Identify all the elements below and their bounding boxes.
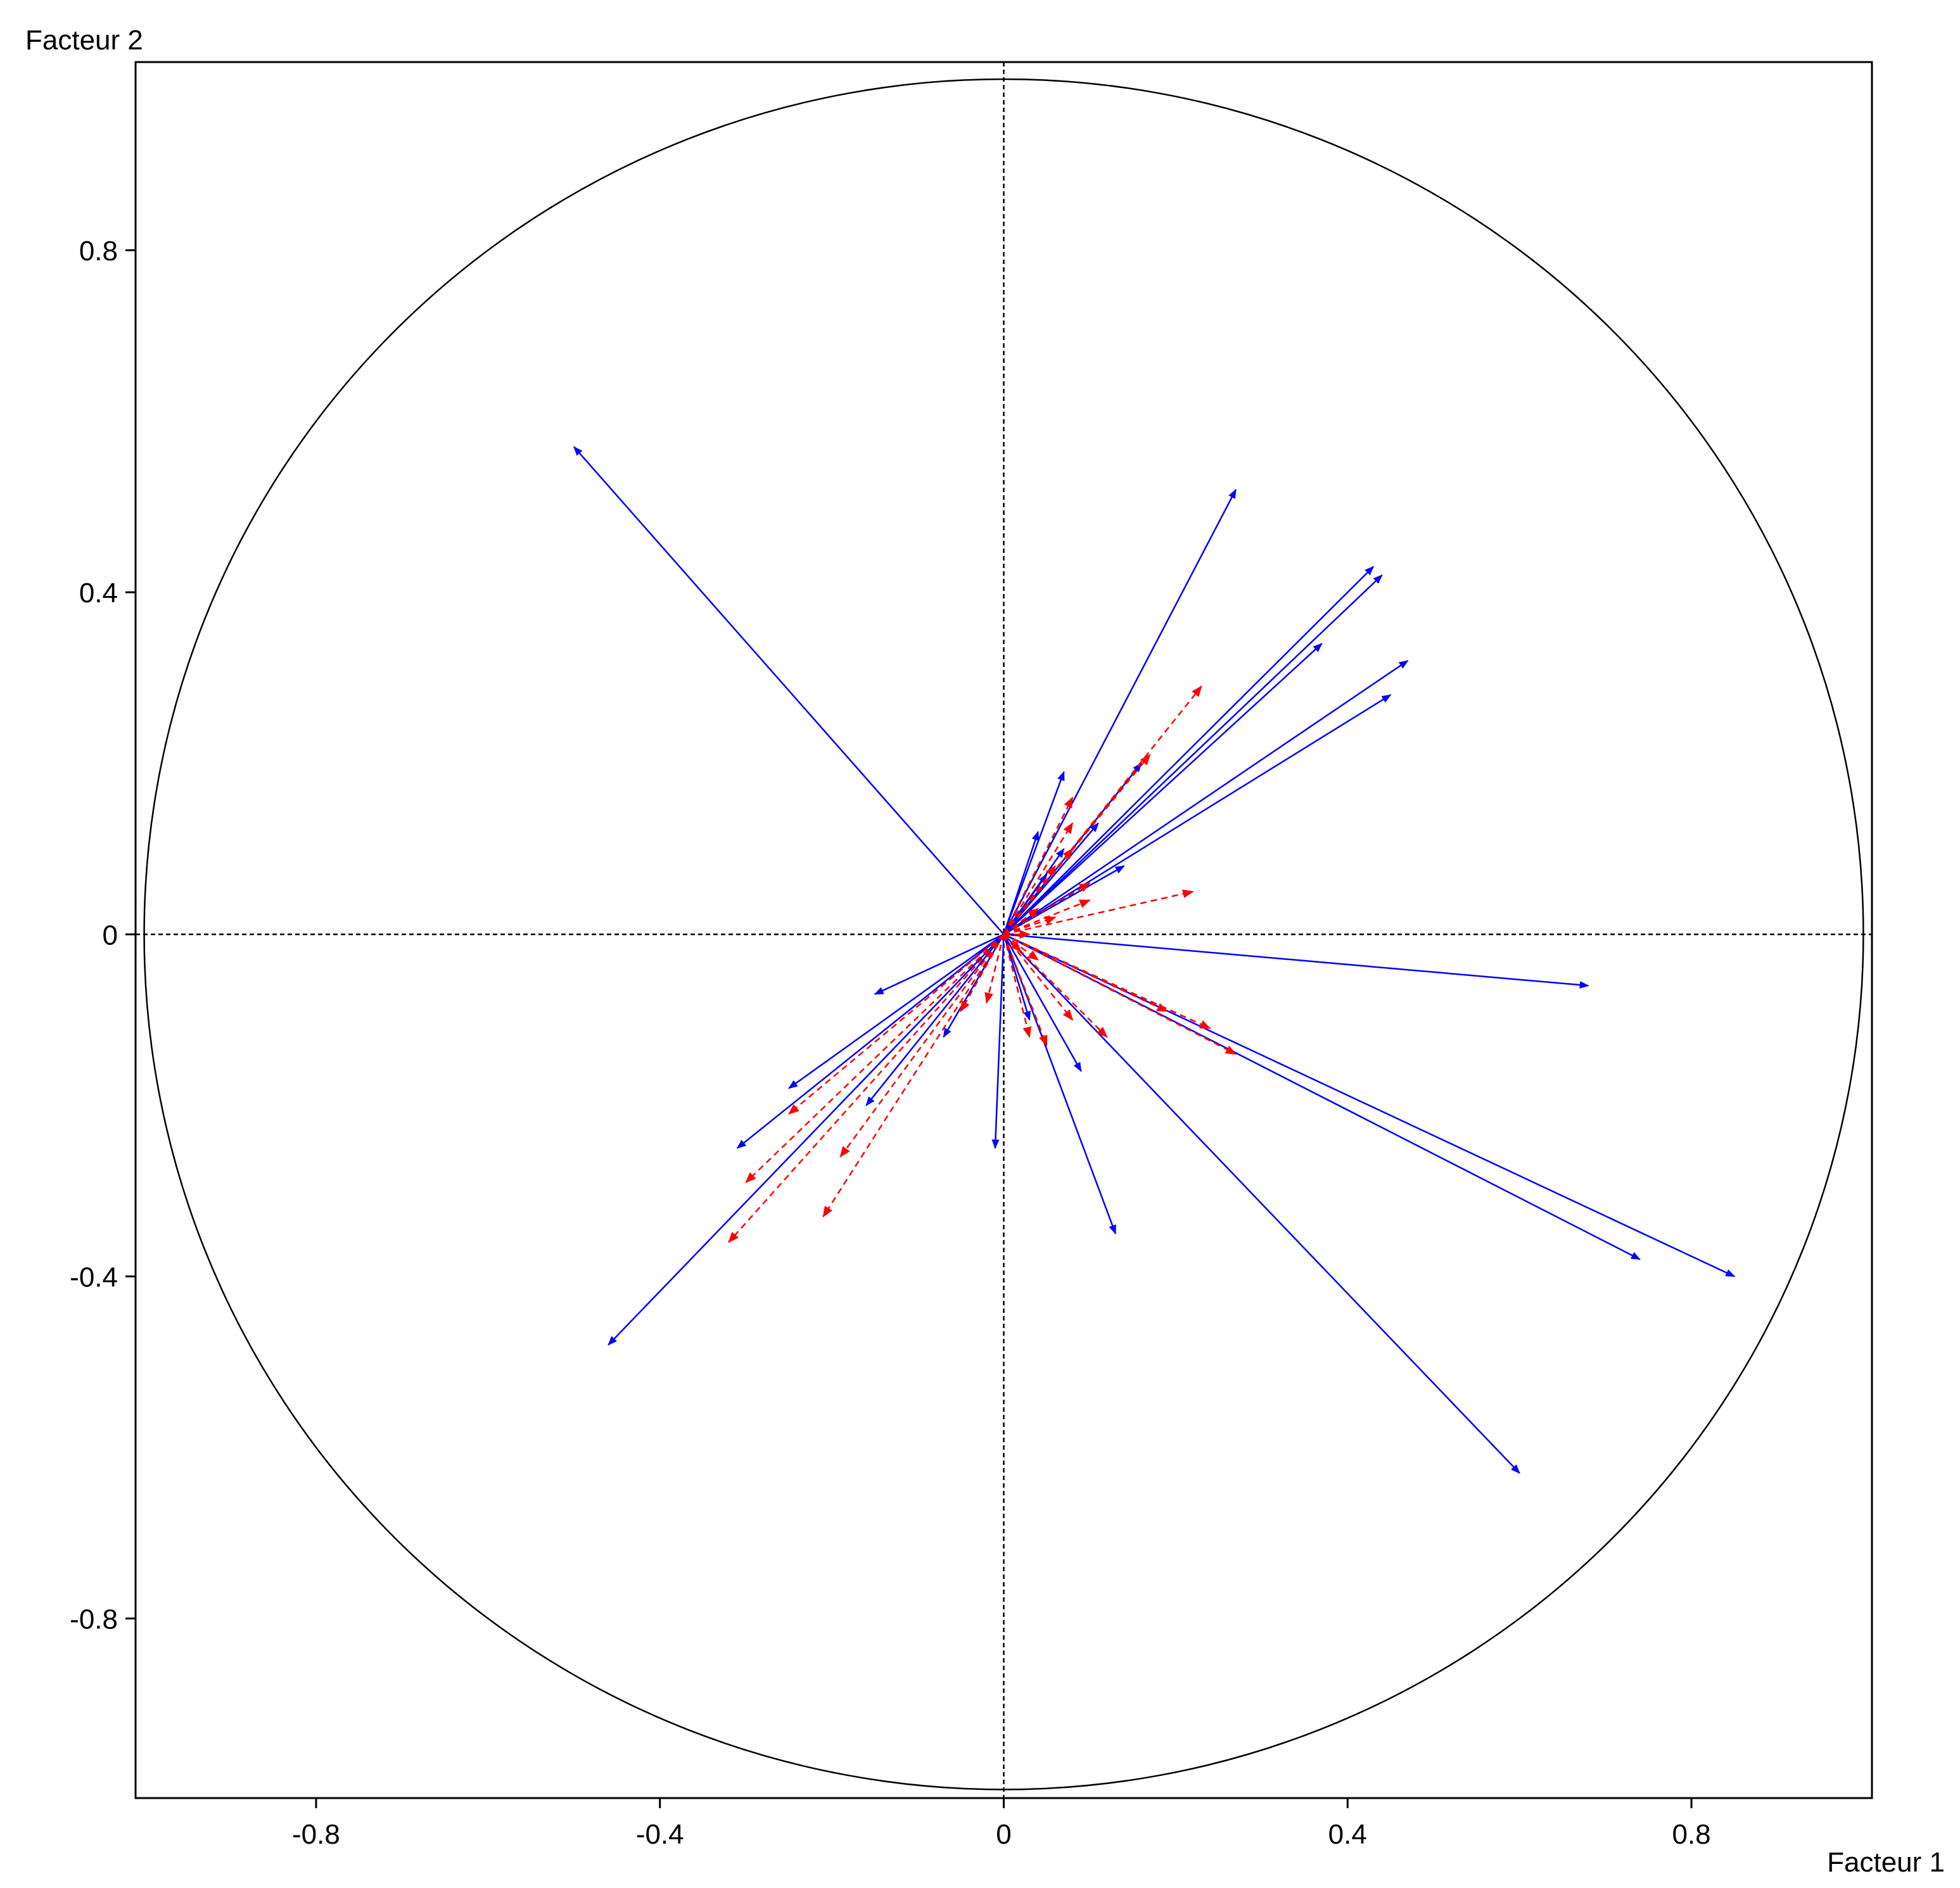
x-tick-label: 0.4 [1328, 1819, 1367, 1850]
supplementary-vector [728, 934, 1005, 1243]
active-vector [1003, 771, 1065, 935]
y-axis-title: Facteur 2 [25, 25, 143, 56]
y-tick-label: 0 [103, 920, 118, 951]
active-vector [1003, 934, 1117, 1235]
x-tick-label: 0 [996, 1819, 1011, 1850]
supplementary-vector [1003, 934, 1074, 1021]
supplementary-vector [1003, 796, 1074, 935]
supplementary-vector [1003, 916, 1057, 935]
vector-series [573, 446, 1736, 1474]
supplementary-vector [1003, 847, 1074, 935]
active-vector [573, 446, 1005, 935]
supplementary-vector [960, 934, 1005, 1013]
x-tick-label: -0.4 [636, 1819, 684, 1850]
active-vector [1003, 830, 1040, 935]
active-vector [1003, 934, 1082, 1072]
active-vector [1003, 934, 1520, 1474]
supplementary-vectors [728, 685, 1237, 1243]
active-vector [1003, 566, 1375, 935]
active-vector [874, 934, 1005, 995]
supplementary-vector [1003, 934, 1237, 1055]
unit-circle [143, 78, 1864, 1790]
supplementary-vector [1003, 934, 1040, 961]
x-tick-label: -0.8 [292, 1819, 340, 1850]
active-vector [1003, 660, 1409, 935]
active-vector [736, 934, 1005, 1149]
x-axis-title: Facteur 1 [1827, 1847, 1945, 1878]
y-tick-label: 0.8 [79, 236, 118, 267]
supplementary-vector [1003, 934, 1168, 1012]
supplementary-vector [984, 934, 1005, 1004]
active-vectors [573, 446, 1736, 1474]
active-vector [1003, 643, 1323, 935]
supplementary-vector [1003, 934, 1211, 1029]
active-vector [1003, 694, 1392, 935]
axis-ticks: -0.8 -0.4 0 0.4 0.8 0.8 0.4 0 -0.4 -0.8 [70, 236, 1710, 1850]
supplementary-vector [1003, 934, 1022, 953]
supplementary-vector [1003, 882, 1091, 935]
supplementary-vector [1003, 934, 1048, 1047]
y-tick-label: 0.4 [79, 578, 118, 609]
supplementary-vector [1003, 822, 1074, 935]
supplementary-vector [839, 934, 1005, 1158]
active-vector [1003, 488, 1237, 935]
active-vector [1003, 574, 1383, 935]
supplementary-vector [1003, 934, 1032, 1038]
active-vector [788, 934, 1005, 1089]
y-tick-label: -0.4 [70, 1262, 118, 1293]
active-vector [1003, 934, 1589, 989]
supplementary-vector [787, 934, 1005, 1115]
unit-circle-layer [143, 78, 1864, 1790]
supplementary-vector [1003, 908, 1040, 935]
active-vector [943, 934, 1005, 1038]
active-vector [865, 934, 1005, 1106]
active-vector [608, 934, 1005, 1346]
x-tick-label: 0.8 [1672, 1819, 1710, 1850]
supplementary-vector [1003, 889, 1194, 935]
supplementary-vector [745, 934, 1005, 1184]
active-vector [991, 934, 1005, 1150]
supplementary-vector [1003, 685, 1202, 935]
active-vector [1003, 934, 1641, 1260]
supplementary-vector [1003, 865, 1056, 935]
y-tick-label: -0.8 [70, 1604, 118, 1635]
zero-lines [136, 62, 1872, 1798]
supplementary-vector [822, 934, 1005, 1218]
